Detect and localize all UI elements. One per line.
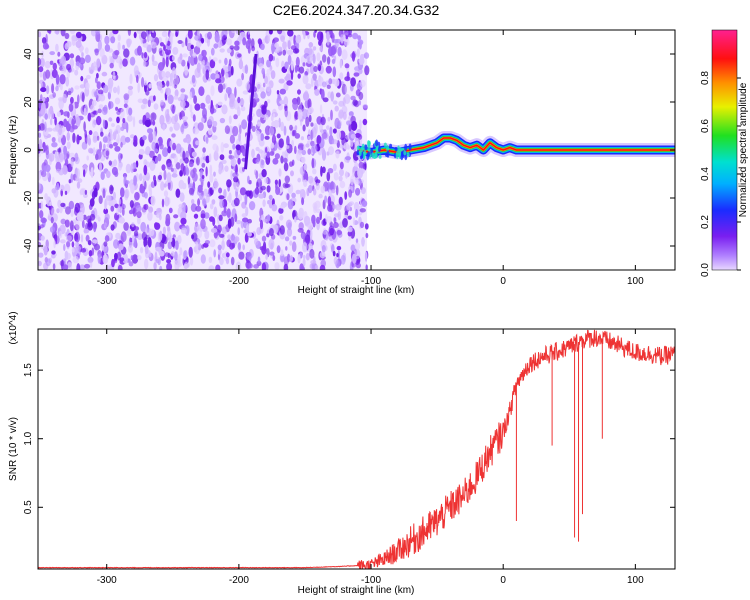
- snr-line: [38, 329, 675, 569]
- snr-axes: -300 -200 -100 0 100 0.5 1.0 1.5: [23, 329, 675, 586]
- colorbar-ticks: 0.0 0.2 0.4 0.6 0.8: [700, 71, 741, 277]
- colorbar: 0.0 0.2 0.4 0.6 0.8 Normalized spectral ampl…: [700, 29, 749, 277]
- colorbar-frame: [711, 29, 738, 271]
- spec-x-tick-label: 0: [500, 276, 506, 287]
- spec-y-tick-label: 20: [23, 96, 34, 108]
- figure-title: C2E6.2024.347.20.34.G32: [273, 2, 440, 18]
- snr-x-tick-label: -200: [229, 575, 249, 586]
- colorbar-tick-label: 0.6: [700, 119, 711, 133]
- spec-x-tick-label: -100: [361, 276, 381, 287]
- snr-x-tick-label: 0: [500, 575, 506, 586]
- snr-panel: -300 -200 -100 0 100 0.5 1.0 1.5 Height of stra…: [8, 311, 676, 596]
- colorbar-tick-label: 0.0: [700, 263, 711, 277]
- colorbar-gradient: [712, 30, 737, 270]
- snr-frame: [37, 328, 676, 570]
- spec-x-tick-label: -300: [97, 276, 117, 287]
- colorbar-tick-label: 0.8: [700, 71, 711, 85]
- snr-y-scale-note: (x10^4): [8, 311, 19, 344]
- spec-x-tick-label: 100: [627, 276, 644, 287]
- spectrogram-content: [38, 30, 675, 270]
- spec-y-tick-label: 40: [23, 48, 34, 60]
- colorbar-tick-label: 0.4: [700, 167, 711, 181]
- colorbar-tick-label: 0.2: [700, 215, 711, 229]
- snr-x-tick-label: 100: [627, 575, 644, 586]
- colorbar-label: Normalized spectral amplitude: [738, 82, 749, 217]
- spectrogram-y-axis-label: Frequency (Hz): [8, 116, 19, 185]
- noise-speckles: [38, 30, 370, 270]
- spec-y-tick-label: 0: [23, 147, 34, 153]
- spec-y-tick-label: -40: [23, 238, 34, 253]
- spectrogram-x-axis-label: Height of straight line (km): [298, 285, 415, 296]
- snr-y-tick-label: 0.5: [23, 500, 34, 514]
- snr-x-tick-label: -100: [361, 575, 381, 586]
- spec-x-tick-label: -200: [229, 276, 249, 287]
- snr-x-tick-label: -300: [97, 575, 117, 586]
- frequency-track: [356, 131, 675, 161]
- spec-y-tick-label: -20: [23, 190, 34, 205]
- snr-y-tick-label: 1.0: [23, 431, 34, 445]
- spectral-trace: [243, 53, 258, 170]
- snr-content: [38, 329, 675, 569]
- snr-y-tick-label: 1.5: [23, 363, 34, 377]
- snr-x-axis-label: Height of straight line (km): [298, 585, 415, 596]
- snr-y-axis-label: SNR (10 * v/v): [8, 417, 19, 481]
